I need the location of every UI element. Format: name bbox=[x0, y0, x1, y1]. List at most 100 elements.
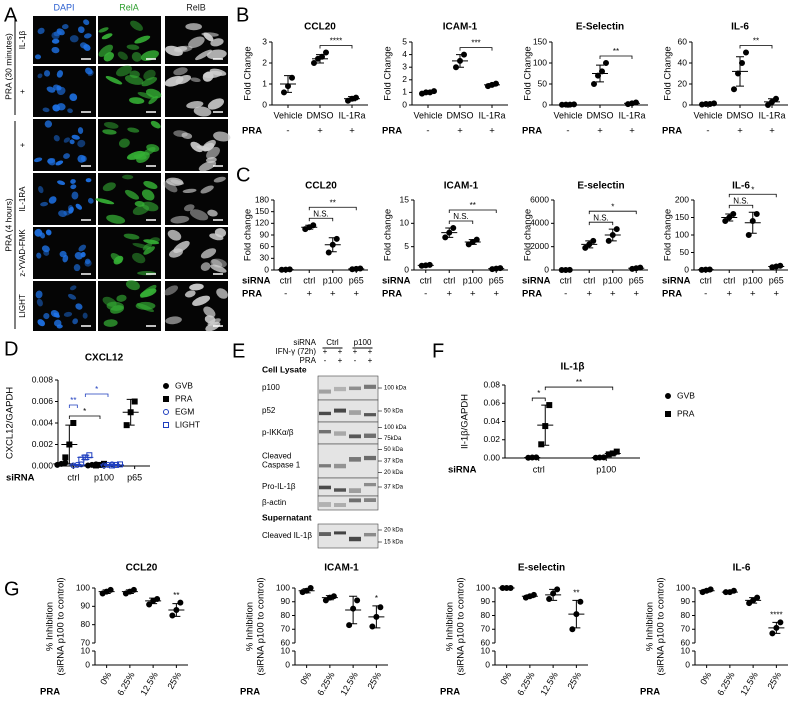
cell bbox=[170, 215, 190, 224]
band bbox=[364, 482, 376, 487]
cell bbox=[46, 86, 56, 93]
cell bbox=[55, 160, 64, 166]
cell bbox=[69, 285, 77, 291]
x-row-label: PRA bbox=[382, 289, 402, 300]
y-axis-label: (siRNA p100 to control) bbox=[656, 577, 667, 675]
cell bbox=[134, 201, 145, 207]
error-bar bbox=[748, 211, 757, 234]
error-bar bbox=[57, 462, 66, 466]
error-bar bbox=[595, 456, 604, 459]
legend-marker bbox=[163, 422, 169, 428]
cell bbox=[69, 139, 75, 145]
cell bbox=[124, 75, 144, 85]
cell bbox=[42, 107, 50, 113]
cell bbox=[80, 42, 88, 49]
band bbox=[319, 532, 331, 536]
column-header: DAPI bbox=[53, 2, 74, 12]
error-bar bbox=[772, 265, 781, 268]
x-row-label: PRA bbox=[440, 687, 460, 698]
band bbox=[319, 389, 331, 394]
x-tick-label: p100 bbox=[743, 275, 763, 285]
cell bbox=[202, 71, 214, 82]
x-row-label: PRA bbox=[662, 126, 682, 137]
blot-header-value: + bbox=[338, 356, 343, 365]
y-tick-label: 0.06 bbox=[483, 398, 500, 408]
x-row-label: PRA bbox=[240, 687, 260, 698]
x-row-label: PRA bbox=[522, 126, 542, 137]
x-tick-label: 0% bbox=[98, 670, 113, 686]
x-row-value: - bbox=[284, 289, 287, 300]
x-tick-label: IL-1Ra bbox=[338, 110, 365, 120]
significance-bracket bbox=[588, 210, 637, 215]
cell bbox=[181, 132, 193, 139]
cell bbox=[110, 253, 123, 263]
cell bbox=[83, 19, 90, 26]
error-bar bbox=[768, 98, 776, 106]
y-tick-label: 80 bbox=[681, 610, 691, 620]
error-bar bbox=[149, 597, 158, 605]
error-bar bbox=[325, 595, 334, 601]
y-tick-label: 0 bbox=[285, 659, 290, 669]
band bbox=[334, 463, 346, 469]
cell bbox=[36, 252, 42, 259]
panel-label: D bbox=[4, 338, 18, 360]
x-row-value: + bbox=[769, 126, 775, 137]
cell bbox=[47, 158, 56, 166]
significance-label: **** bbox=[770, 610, 782, 619]
significance-bracket bbox=[544, 386, 614, 391]
x-tick-label: ctrl bbox=[560, 275, 572, 285]
y-tick-label: 0 bbox=[682, 99, 687, 109]
cell bbox=[126, 44, 140, 50]
error-bar bbox=[702, 588, 711, 593]
significance-label: ** bbox=[576, 378, 582, 387]
x-tick-label: p65 bbox=[349, 275, 364, 285]
data-point bbox=[354, 597, 361, 604]
cell bbox=[205, 157, 217, 163]
cell bbox=[190, 141, 203, 153]
x-row-value: - bbox=[706, 126, 709, 137]
row-label: + bbox=[18, 142, 27, 147]
significance-bracket bbox=[728, 204, 754, 209]
significance-bracket bbox=[599, 55, 633, 59]
cell bbox=[71, 191, 79, 200]
kda-marker: 20 kDa bbox=[384, 470, 404, 476]
y-tick-label: 150 bbox=[255, 206, 269, 216]
x-row-value: + bbox=[470, 289, 476, 300]
error-bar bbox=[102, 589, 111, 594]
y-tick-label: 100 bbox=[533, 57, 547, 67]
x-tick-label: IL-1Ra bbox=[758, 110, 785, 120]
error-bar bbox=[284, 75, 292, 93]
band bbox=[349, 536, 361, 542]
cell bbox=[116, 294, 127, 302]
y-tick-label: 1 bbox=[402, 87, 407, 97]
cell bbox=[37, 73, 43, 79]
y-tick-label: 80 bbox=[281, 610, 291, 620]
blot-section-title: Cell Lysate bbox=[262, 364, 307, 374]
chart-title: ICAM-1 bbox=[444, 181, 479, 192]
cell bbox=[69, 93, 78, 102]
blot-row-label: p52 bbox=[262, 406, 276, 415]
cell bbox=[75, 203, 83, 210]
cell bbox=[165, 316, 182, 325]
cell bbox=[84, 260, 92, 267]
column-header: RelB bbox=[186, 2, 206, 12]
x-row-label: siRNA bbox=[662, 276, 691, 287]
cell bbox=[53, 319, 62, 327]
y-tick-label: 0 bbox=[542, 99, 547, 109]
band bbox=[334, 531, 346, 535]
y-tick-label: 60 bbox=[281, 637, 291, 647]
x-tick-label: DMSO bbox=[447, 110, 474, 120]
legend-label: GVB bbox=[175, 380, 193, 390]
cell bbox=[67, 205, 74, 213]
y-axis-label: Fold change bbox=[663, 209, 674, 261]
error-bar bbox=[736, 56, 744, 87]
cell bbox=[98, 27, 109, 33]
y-tick-label: 0.00 bbox=[483, 452, 500, 462]
blot-row-label: Cleaved bbox=[262, 452, 291, 461]
cell bbox=[69, 35, 79, 43]
x-tick-label: 6.25% bbox=[315, 670, 336, 697]
cell bbox=[74, 251, 83, 260]
blot-row-label: β-actin bbox=[262, 498, 286, 507]
cell bbox=[105, 76, 123, 85]
x-tick-label: p65 bbox=[629, 275, 644, 285]
